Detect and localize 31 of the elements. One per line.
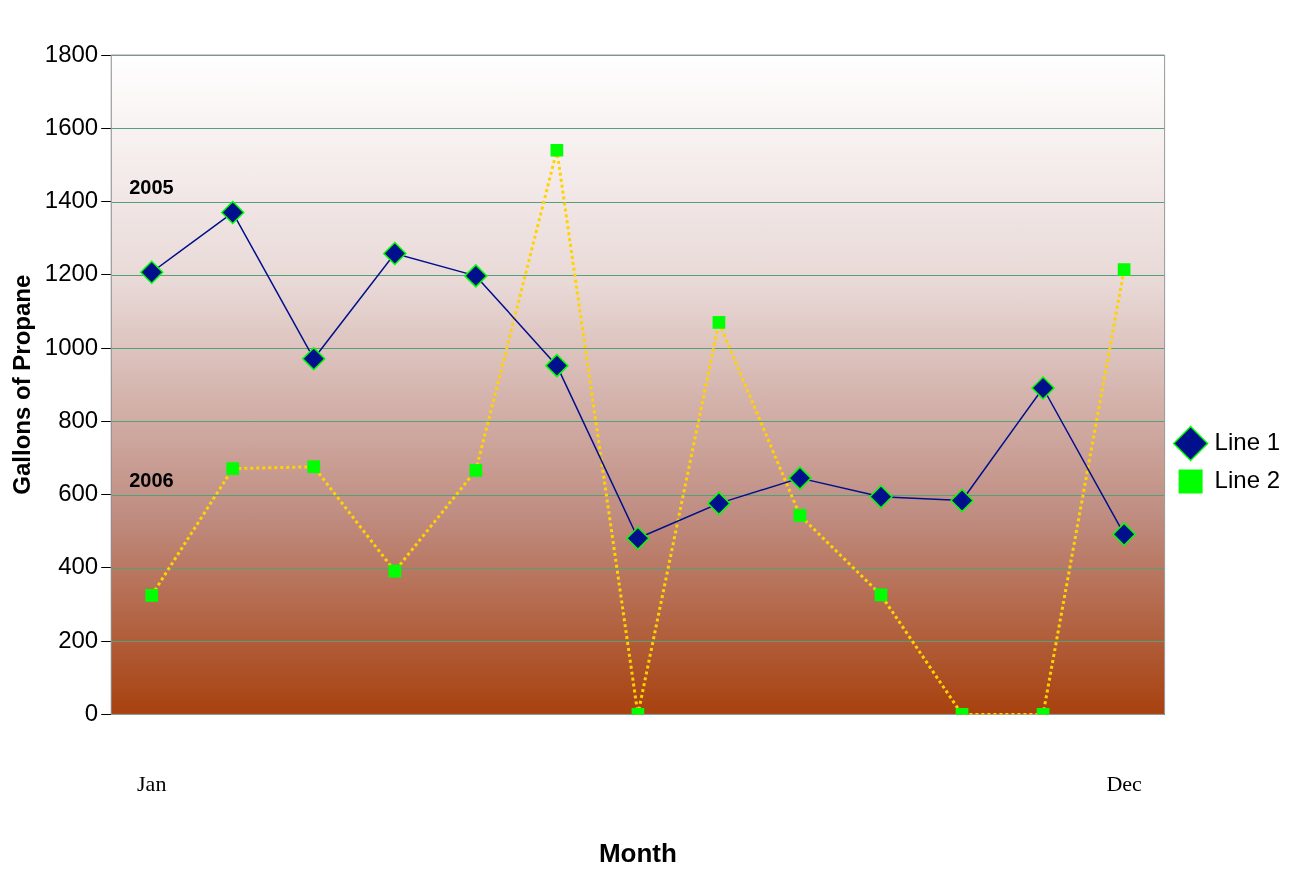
- point: [383, 241, 407, 266]
- point: [626, 526, 650, 550]
- x-axis-title: Month: [598, 837, 677, 868]
- annotation: 2005: [129, 176, 174, 199]
- legend-label: Line 1: [1214, 428, 1280, 456]
- y-tick-label: 600: [58, 479, 99, 507]
- point: [707, 491, 731, 516]
- point: [302, 346, 326, 371]
- point: [788, 466, 812, 490]
- y-tick-label: 1400: [44, 186, 99, 214]
- y-tick-label: 800: [58, 405, 99, 433]
- point: [545, 353, 569, 378]
- point: [950, 488, 974, 513]
- point: [464, 264, 488, 288]
- point: [220, 200, 245, 225]
- point: [139, 260, 164, 284]
- y-axis-title: Gallons of Propane: [8, 274, 36, 495]
- y-tick-label: 1200: [44, 259, 99, 287]
- y-tick-label: 400: [58, 552, 99, 580]
- x-tick-label: Jan: [137, 771, 167, 797]
- y-tick-label: 1600: [44, 112, 99, 140]
- annotation: 2006: [129, 469, 174, 492]
- point: [869, 485, 893, 509]
- y-tick-label: 0: [84, 699, 99, 727]
- y-tick-label: 1000: [44, 332, 99, 360]
- y-tick-label: 1800: [44, 39, 99, 67]
- y-tick-label: 200: [58, 625, 99, 653]
- point: [1112, 522, 1136, 546]
- legend-label: Line 2: [1214, 466, 1280, 494]
- x-tick-label: Dec: [1106, 771, 1143, 797]
- point: [1031, 376, 1055, 400]
